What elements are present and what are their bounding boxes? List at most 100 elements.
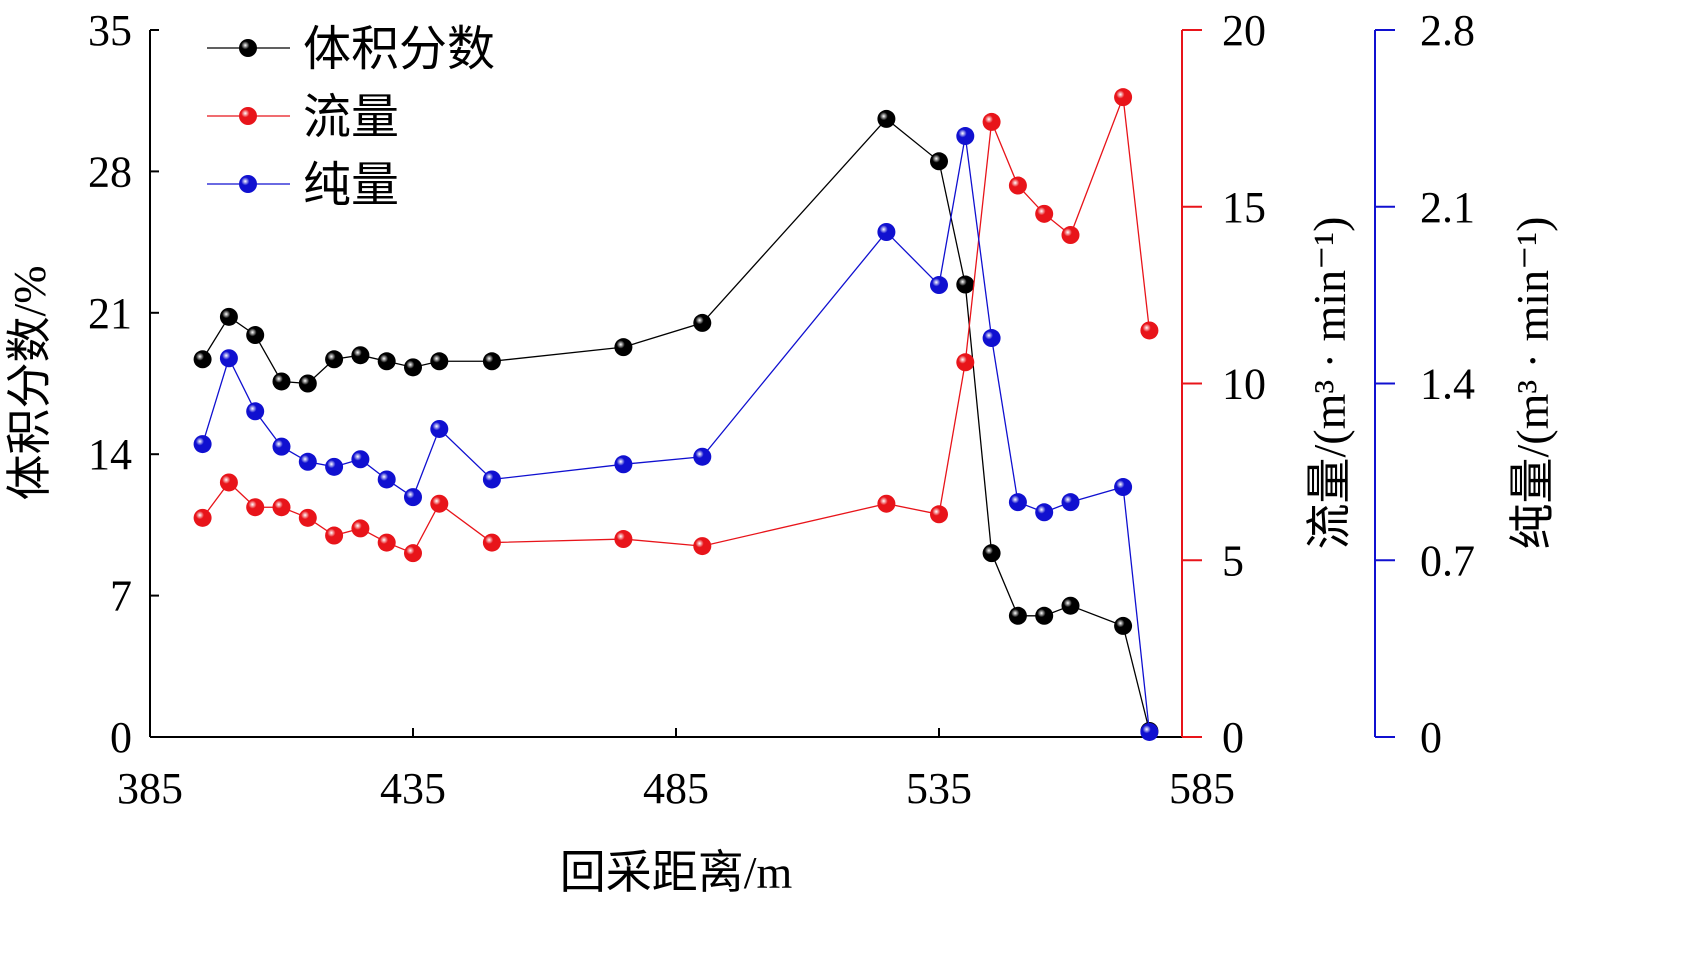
legend-label: 纯量: [303, 159, 399, 212]
data-point-2: [877, 223, 896, 241]
data-point-1: [193, 508, 212, 527]
data-point-1: [246, 498, 265, 517]
data-point-1: [1061, 226, 1080, 245]
data-point-0: [877, 109, 896, 128]
data-point-2: [193, 435, 212, 454]
red-y-tick-label: 20: [1222, 6, 1266, 55]
data-point-2: [1061, 493, 1080, 512]
data-point-1: [298, 508, 317, 527]
data-point-0: [325, 350, 344, 369]
data-point-2: [351, 450, 370, 469]
data-point-1: [482, 533, 501, 552]
data-point-0: [246, 326, 265, 345]
x-tick-label: 385: [117, 764, 183, 813]
data-point-2: [1008, 493, 1027, 512]
left-y-tick-label: 21: [88, 289, 132, 338]
data-point-1: [956, 353, 975, 372]
data-point-2: [956, 127, 975, 146]
data-point-2: [377, 470, 396, 489]
data-point-1: [877, 494, 896, 513]
data-point-2: [1114, 478, 1133, 497]
data-point-1: [430, 494, 449, 513]
legend-marker: [239, 175, 257, 193]
red-y-tick-label: 5: [1222, 536, 1244, 585]
data-point-1: [351, 519, 370, 538]
data-point-2: [693, 447, 712, 466]
data-point-1: [693, 537, 712, 556]
data-point-0: [956, 275, 975, 294]
data-point-1: [377, 533, 396, 552]
data-point-1: [1114, 88, 1133, 107]
blue-y-tick-label: 0: [1420, 713, 1442, 762]
blue-y-axis-label: 纯量/(m³ · min⁻¹): [1507, 217, 1558, 550]
data-point-0: [351, 346, 370, 365]
legend-label: 体积分数: [303, 23, 495, 76]
red-y-tick-label: 15: [1222, 183, 1266, 232]
data-point-2: [930, 276, 948, 295]
legend-label: 流量: [303, 91, 399, 144]
data-point-0: [693, 313, 712, 332]
data-point-1: [325, 526, 344, 545]
data-point-2: [272, 437, 291, 456]
red-y-tick-label: 0: [1222, 713, 1244, 762]
data-point-1: [982, 112, 1001, 131]
data-point-2: [298, 452, 317, 471]
data-point-0: [430, 352, 449, 371]
data-point-0: [930, 152, 948, 171]
data-point-2: [325, 457, 344, 476]
data-point-0: [404, 358, 422, 377]
data-point-2: [246, 402, 265, 421]
data-point-2: [1035, 503, 1054, 522]
left-y-tick-label: 14: [88, 430, 132, 479]
data-point-2: [1140, 722, 1159, 741]
data-point-0: [1008, 606, 1027, 625]
data-point-1: [614, 530, 633, 549]
blue-y-tick-label: 1.4: [1420, 360, 1475, 409]
legend-marker: [239, 39, 257, 57]
data-point-2: [482, 470, 501, 489]
x-axis-label: 回采距离/m: [560, 847, 793, 898]
data-point-2: [430, 419, 449, 438]
data-point-0: [377, 352, 396, 371]
data-point-0: [1035, 606, 1054, 625]
data-point-0: [193, 350, 212, 369]
left-y-tick-label: 7: [110, 572, 132, 621]
x-tick-label: 485: [643, 764, 709, 813]
data-point-2: [404, 488, 422, 507]
data-point-1: [219, 473, 238, 492]
blue-y-tick-label: 2.8: [1420, 6, 1475, 55]
data-point-1: [1008, 176, 1027, 195]
blue-y-tick-label: 2.1: [1420, 183, 1475, 232]
left-y-tick-label: 35: [88, 6, 132, 55]
series-line-2: [201, 135, 1151, 733]
x-tick-label: 585: [1169, 764, 1235, 813]
data-point-2: [219, 349, 238, 368]
data-point-1: [404, 544, 422, 563]
data-point-2: [982, 329, 1001, 348]
plot-group: [193, 88, 1159, 741]
series-line-1: [202, 96, 1151, 555]
legend-marker: [239, 107, 257, 125]
left-y-tick-label: 28: [88, 147, 132, 196]
x-tick-label: 435: [380, 764, 446, 813]
data-point-0: [272, 372, 291, 391]
data-point-0: [482, 352, 501, 371]
data-point-0: [1114, 616, 1133, 635]
data-point-0: [614, 338, 633, 357]
red-y-axis-label: 流量/(m³ · min⁻¹): [1304, 217, 1355, 550]
data-point-2: [614, 455, 633, 474]
left-y-axis-label: 体积分数/%: [4, 265, 55, 500]
blue-y-tick-label: 0.7: [1420, 536, 1475, 585]
left-y-tick-label: 0: [110, 713, 132, 762]
data-point-1: [930, 505, 948, 524]
x-tick-label: 535: [906, 764, 972, 813]
red-y-tick-label: 10: [1222, 360, 1266, 409]
data-point-1: [1140, 321, 1159, 340]
data-point-0: [219, 307, 238, 326]
data-point-0: [1061, 596, 1080, 615]
data-point-1: [272, 498, 291, 517]
series-line-0: [202, 117, 1151, 732]
data-point-1: [1035, 204, 1054, 223]
